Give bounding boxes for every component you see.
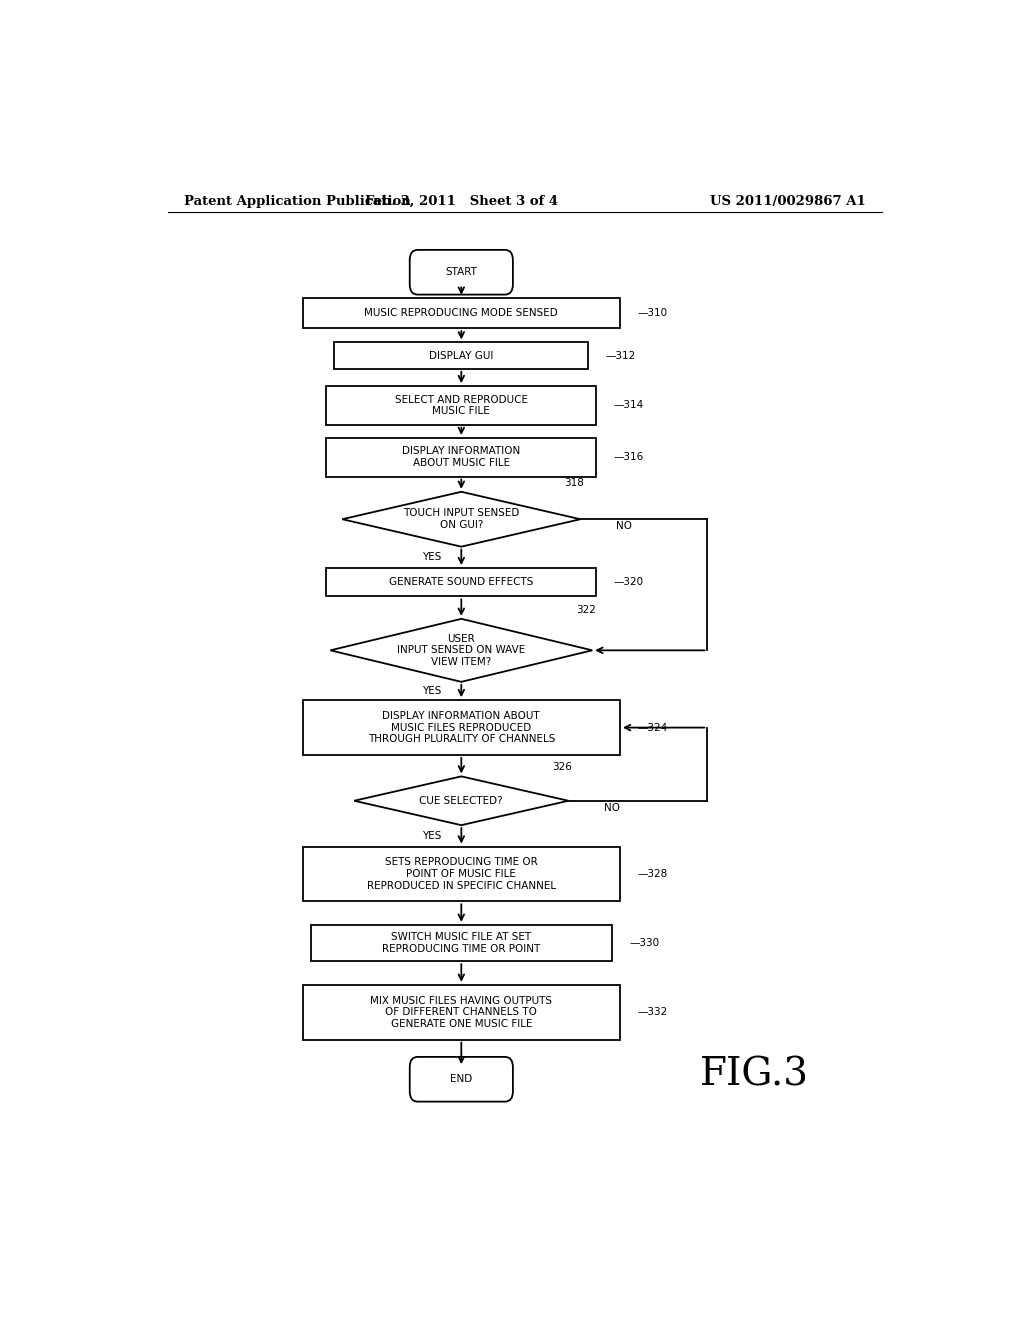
Text: GENERATE SOUND EFFECTS: GENERATE SOUND EFFECTS [389, 577, 534, 587]
Text: —324: —324 [638, 722, 668, 733]
FancyBboxPatch shape [410, 1057, 513, 1102]
Text: 322: 322 [577, 605, 596, 615]
Text: TOUCH INPUT SENSED
ON GUI?: TOUCH INPUT SENSED ON GUI? [403, 508, 519, 531]
Text: 326: 326 [553, 763, 572, 772]
Text: MUSIC REPRODUCING MODE SENSED: MUSIC REPRODUCING MODE SENSED [365, 308, 558, 318]
Text: DISPLAY INFORMATION ABOUT
MUSIC FILES REPRODUCED
THROUGH PLURALITY OF CHANNELS: DISPLAY INFORMATION ABOUT MUSIC FILES RE… [368, 711, 555, 744]
FancyBboxPatch shape [303, 985, 620, 1040]
Text: SETS REPRODUCING TIME OR
POINT OF MUSIC FILE
REPRODUCED IN SPECIFIC CHANNEL: SETS REPRODUCING TIME OR POINT OF MUSIC … [367, 858, 556, 891]
Text: —328: —328 [638, 869, 668, 879]
Text: —332: —332 [638, 1007, 668, 1018]
Polygon shape [354, 776, 568, 825]
Text: YES: YES [422, 552, 441, 562]
FancyBboxPatch shape [334, 342, 588, 368]
Text: SWITCH MUSIC FILE AT SET
REPRODUCING TIME OR POINT: SWITCH MUSIC FILE AT SET REPRODUCING TIM… [382, 932, 541, 954]
FancyBboxPatch shape [327, 438, 596, 477]
Text: DISPLAY GUI: DISPLAY GUI [429, 351, 494, 360]
Text: NO: NO [604, 803, 621, 813]
Text: —314: —314 [613, 400, 644, 411]
Text: CUE SELECTED?: CUE SELECTED? [420, 796, 503, 805]
FancyBboxPatch shape [303, 297, 620, 329]
FancyBboxPatch shape [327, 385, 596, 425]
Text: USER
INPUT SENSED ON WAVE
VIEW ITEM?: USER INPUT SENSED ON WAVE VIEW ITEM? [397, 634, 525, 667]
Text: NO: NO [616, 521, 632, 532]
Text: MIX MUSIC FILES HAVING OUTPUTS
OF DIFFERENT CHANNELS TO
GENERATE ONE MUSIC FILE: MIX MUSIC FILES HAVING OUTPUTS OF DIFFER… [371, 995, 552, 1028]
Text: YES: YES [422, 686, 441, 696]
FancyBboxPatch shape [410, 249, 513, 294]
FancyBboxPatch shape [303, 700, 620, 755]
Text: START: START [445, 267, 477, 277]
Text: DISPLAY INFORMATION
ABOUT MUSIC FILE: DISPLAY INFORMATION ABOUT MUSIC FILE [402, 446, 520, 469]
Text: END: END [451, 1074, 472, 1084]
Text: —312: —312 [606, 351, 636, 360]
FancyBboxPatch shape [327, 568, 596, 597]
Text: FIG.3: FIG.3 [699, 1057, 808, 1094]
Text: Feb. 3, 2011   Sheet 3 of 4: Feb. 3, 2011 Sheet 3 of 4 [365, 194, 558, 207]
Text: Patent Application Publication: Patent Application Publication [183, 194, 411, 207]
Text: 318: 318 [564, 478, 585, 487]
Text: US 2011/0029867 A1: US 2011/0029867 A1 [711, 194, 866, 207]
Polygon shape [342, 492, 581, 546]
Text: —316: —316 [613, 453, 644, 462]
Text: —310: —310 [638, 308, 668, 318]
Text: —320: —320 [613, 577, 644, 587]
Text: —330: —330 [630, 939, 659, 948]
Polygon shape [331, 619, 592, 682]
Text: YES: YES [422, 830, 441, 841]
FancyBboxPatch shape [303, 846, 620, 902]
Text: SELECT AND REPRODUCE
MUSIC FILE: SELECT AND REPRODUCE MUSIC FILE [395, 395, 527, 416]
FancyBboxPatch shape [310, 925, 612, 961]
